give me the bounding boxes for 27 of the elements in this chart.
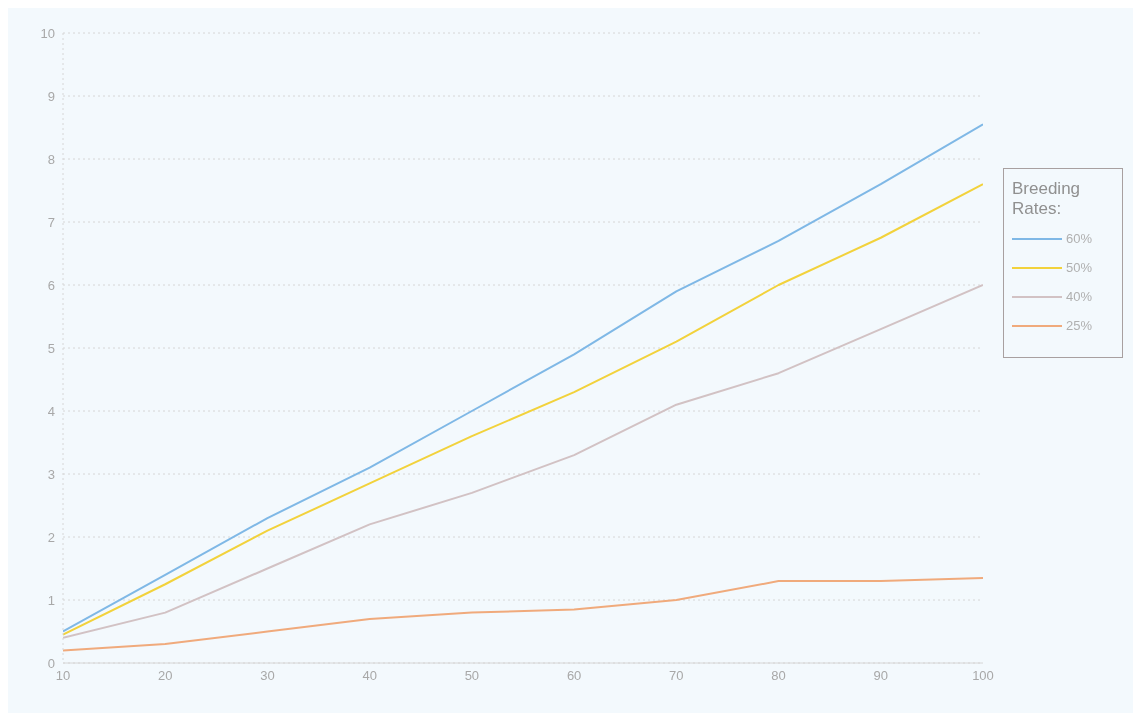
legend-label: 25% <box>1066 318 1093 333</box>
legend-title: Breeding Rates: <box>1012 179 1082 219</box>
x-tick-label: 60 <box>566 668 582 684</box>
y-tick-label: 9 <box>47 88 55 104</box>
x-tick-label: 20 <box>157 668 173 684</box>
x-tick-label: 50 <box>464 668 480 684</box>
y-tick-label: 8 <box>47 151 55 167</box>
line-series <box>63 284 983 639</box>
y-tick-label: 1 <box>47 592 55 608</box>
legend-label: 50% <box>1066 260 1093 275</box>
x-tick-label: 40 <box>362 668 377 684</box>
y-tick-label: 2 <box>47 529 55 545</box>
y-tick-label: 0 <box>47 655 55 671</box>
x-tick-label: 100 <box>972 668 994 684</box>
y-tick-label: 7 <box>47 214 55 230</box>
x-tick-label: 70 <box>669 668 684 684</box>
legend-label: 60% <box>1066 231 1093 246</box>
y-tick-label: 4 <box>47 403 55 419</box>
y-tick-label: 10 <box>40 25 55 41</box>
x-tick-label: 90 <box>873 668 889 684</box>
y-tick-label: 5 <box>47 340 55 356</box>
x-tick-label: 30 <box>260 668 275 684</box>
y-tick-label: 3 <box>47 466 55 482</box>
legend-label: 40% <box>1066 289 1093 304</box>
y-tick-label: 6 <box>47 277 55 293</box>
line-series <box>63 576 983 652</box>
x-tick-label: 80 <box>771 668 786 684</box>
